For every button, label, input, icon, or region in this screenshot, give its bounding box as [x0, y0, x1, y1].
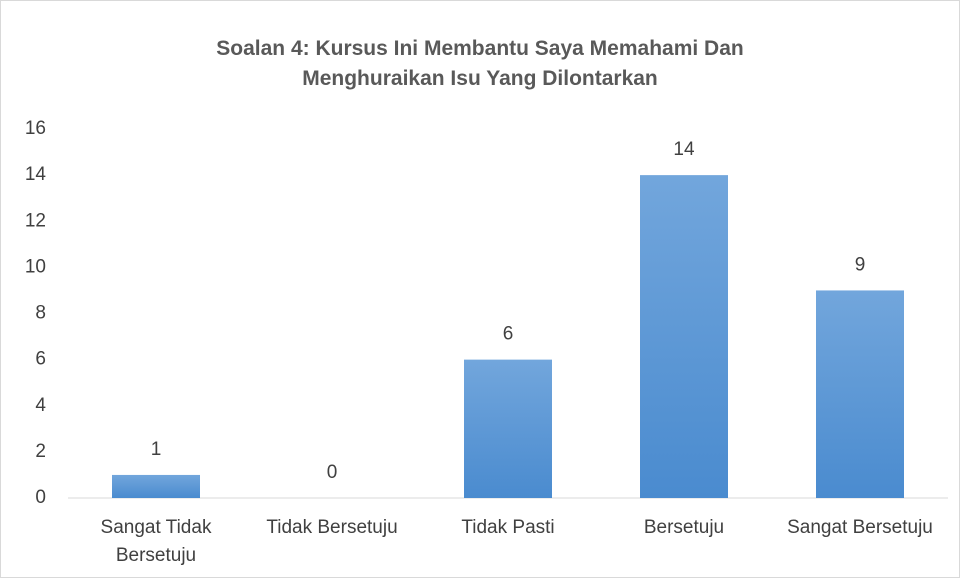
bar	[640, 175, 728, 498]
y-tick-label: 16	[25, 118, 46, 139]
bar	[464, 359, 552, 498]
y-tick-label: 8	[35, 303, 46, 324]
x-tick-label: Sangat Tidak Bersetuju	[100, 517, 212, 566]
x-tick-label: Tidak Pasti	[461, 517, 555, 538]
x-tick-label: Sangat Bersetuju	[787, 517, 933, 538]
y-tick-label: 2	[35, 441, 46, 462]
data-label: 6	[503, 324, 514, 345]
bar	[816, 290, 904, 498]
data-label: 14	[673, 139, 695, 160]
y-tick-label: 12	[25, 210, 46, 231]
y-tick-label: 4	[35, 395, 46, 416]
data-label: 1	[151, 439, 162, 460]
chart-title: Soalan 4: Kursus Ini Membantu Saya Memah…	[216, 37, 744, 90]
data-label: 0	[327, 462, 338, 483]
y-tick-label: 10	[25, 256, 46, 277]
y-tick-label: 6	[35, 349, 46, 370]
x-tick-label: Bersetuju	[643, 517, 725, 538]
y-tick-label: 14	[25, 164, 47, 185]
bar	[112, 474, 200, 498]
y-tick-label: 0	[35, 487, 46, 508]
x-tick-label: Tidak Bersetuju	[266, 517, 398, 538]
data-label: 9	[855, 254, 866, 275]
